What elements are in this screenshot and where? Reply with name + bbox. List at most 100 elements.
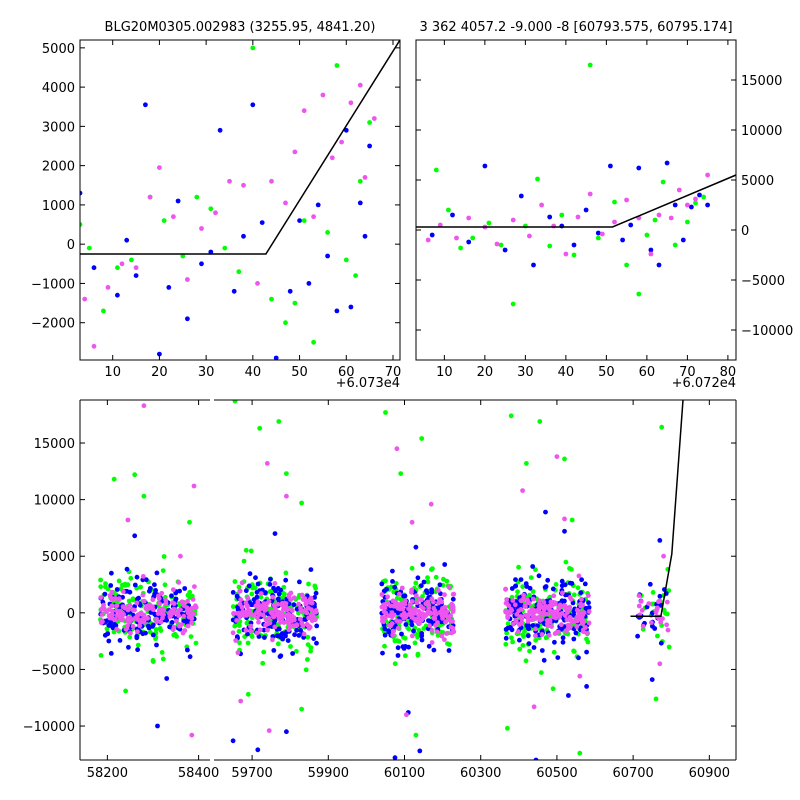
data-point-series-0: [420, 562, 426, 567]
data-point-series-2: [517, 614, 523, 619]
data-point-series-1: [126, 598, 132, 604]
data-point-series-0: [166, 285, 172, 290]
data-point-series-1: [180, 253, 186, 259]
x-tick-label: 59900: [308, 766, 349, 781]
data-point-series-0: [415, 575, 421, 581]
data-point-series-2: [114, 626, 120, 632]
data-point-series-1: [308, 648, 313, 654]
data-point-series-2: [624, 197, 629, 203]
data-point-series-1: [161, 554, 167, 559]
data-point-series-1: [393, 581, 399, 586]
data-point-series-1: [446, 207, 451, 213]
data-point-series-2: [180, 630, 186, 636]
data-point-series-0: [413, 544, 419, 550]
data-point-series-2: [587, 191, 593, 197]
data-point-series-2: [658, 619, 664, 625]
data-point-series-2: [119, 261, 125, 267]
data-point-series-2: [531, 704, 537, 710]
x-tick-label: 60300: [460, 766, 501, 781]
data-point-series-1: [444, 578, 450, 584]
data-point-series-0: [367, 143, 372, 149]
data-point-series-1: [311, 339, 316, 345]
data-point-series-2: [397, 619, 403, 624]
data-point-series-1: [527, 592, 532, 598]
data-point-series-1: [98, 653, 104, 658]
data-point-series-1: [138, 584, 144, 590]
data-point-series-1: [652, 217, 658, 223]
data-point-series-0: [306, 281, 312, 286]
data-point-series-2: [646, 601, 652, 606]
data-point-series-0: [442, 562, 448, 567]
data-point-series-0: [283, 577, 289, 583]
data-point-series-2: [109, 596, 114, 602]
data-point-series-2: [428, 501, 434, 507]
data-point-series-2: [581, 610, 587, 615]
data-point-series-0: [518, 577, 524, 582]
data-point-series-2: [399, 601, 404, 606]
data-point-series-1: [504, 630, 510, 636]
data-point-series-0: [664, 160, 670, 166]
data-point-series-2: [547, 617, 553, 623]
data-point-series-1: [685, 219, 690, 225]
data-point-series-1: [421, 626, 427, 631]
data-point-series-2: [510, 217, 516, 223]
data-point-series-2: [297, 616, 303, 622]
data-point-series-1: [150, 658, 156, 663]
data-point-series-2: [451, 591, 457, 597]
panel-top-right-model-line: [416, 174, 736, 228]
data-point-series-2: [265, 627, 270, 633]
data-point-series-2: [283, 200, 288, 206]
data-point-series-1: [563, 559, 569, 565]
data-point-series-2: [563, 251, 569, 257]
data-point-series-2: [255, 281, 260, 286]
data-point-series-1: [153, 636, 158, 642]
data-point-series-2: [539, 632, 545, 637]
data-point-series-2: [382, 605, 388, 611]
data-point-series-1: [122, 583, 128, 588]
data-point-series-2: [266, 615, 272, 621]
data-point-series-0: [570, 600, 576, 606]
data-point-series-1: [269, 296, 274, 302]
data-point-series-0: [185, 647, 190, 653]
data-point-series-2: [408, 610, 414, 616]
data-point-series-1: [505, 725, 510, 731]
data-point-series-2: [436, 588, 441, 593]
data-point-series-2: [156, 593, 161, 599]
data-point-series-1: [551, 649, 557, 655]
data-point-series-0: [272, 531, 278, 536]
model-fit-line: [630, 400, 684, 617]
data-point-series-2: [167, 614, 173, 619]
data-point-series-1: [98, 584, 104, 590]
data-point-series-0: [285, 638, 291, 643]
data-point-series-1: [516, 564, 521, 570]
data-point-series-1: [509, 635, 514, 641]
data-point-series-2: [231, 611, 236, 616]
data-point-series-0: [150, 622, 156, 628]
data-point-series-2: [174, 618, 179, 624]
data-point-series-1: [419, 436, 425, 441]
data-point-series-0: [635, 633, 640, 639]
data-point-series-0: [247, 571, 253, 577]
data-point-series-2: [510, 621, 516, 627]
data-point-series-0: [411, 628, 416, 634]
data-point-series-0: [697, 192, 702, 198]
data-point-series-2: [109, 612, 115, 618]
y-tick-label: 10000: [34, 494, 75, 509]
data-point-series-0: [466, 239, 472, 245]
data-point-series-1: [396, 639, 402, 644]
data-point-series-2: [320, 92, 326, 98]
data-point-series-0: [539, 648, 545, 653]
data-point-series-2: [636, 593, 642, 598]
data-point-series-2: [599, 231, 605, 237]
data-point-series-2: [664, 622, 669, 628]
data-point-series-0: [550, 586, 556, 592]
data-point-series-2: [256, 619, 261, 625]
data-point-series-1: [153, 627, 159, 632]
data-point-series-2: [660, 616, 665, 621]
data-point-series-0: [531, 262, 536, 268]
data-point-series-0: [273, 355, 279, 360]
data-point-series-1: [243, 547, 249, 553]
data-point-series-2: [527, 233, 532, 239]
data-point-series-0: [586, 600, 591, 606]
data-point-series-1: [353, 273, 358, 278]
